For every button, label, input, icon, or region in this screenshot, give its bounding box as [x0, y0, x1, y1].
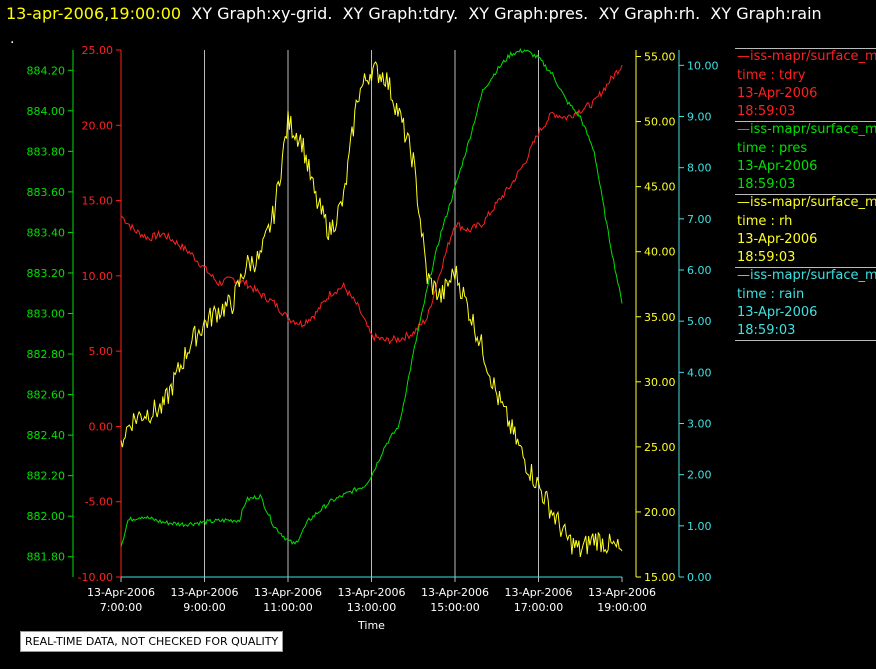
- y-tick-label-pres: 882.80: [27, 348, 66, 361]
- y-tick-label-rain: 5.00: [687, 315, 712, 328]
- legend-date: 13-Apr-2006: [737, 305, 818, 320]
- y-tick-label-tdry: 20.00: [82, 119, 114, 132]
- series-line-rh: [120, 61, 623, 558]
- y-tick-label-rh: 25.00: [644, 441, 676, 454]
- y-tick-label-rain: 7.00: [687, 213, 712, 226]
- y-tick-label-tdry: -10.00: [78, 571, 113, 584]
- legend-field: time : pres: [737, 141, 808, 156]
- legend-name: —iss-mapr/surface_m: [737, 195, 876, 210]
- y-tick-label-pres: 882.40: [27, 429, 66, 442]
- header-title-0: XY Graph:xy-grid.: [181, 4, 333, 23]
- legend-time: 18:59:03: [737, 250, 796, 265]
- x-tick-label-date: 13-Apr-2006: [421, 586, 489, 599]
- x-tick-label-time: 9:00:00: [183, 601, 225, 614]
- legend-date: 13-Apr-2006: [737, 159, 818, 174]
- y-tick-label-tdry: 0.00: [89, 420, 114, 433]
- y-tick-label-pres: 883.40: [27, 226, 66, 239]
- x-tick-label-date: 13-Apr-2006: [87, 586, 155, 599]
- series-line-pres: [120, 48, 623, 547]
- legend-date: 13-Apr-2006: [737, 86, 818, 101]
- y-tick-label-tdry: 15.00: [82, 195, 114, 208]
- y-tick-label-tdry: -5.00: [85, 496, 113, 509]
- legend-field: time : tdry: [737, 68, 806, 83]
- y-tick-label-rain: 8.00: [687, 162, 712, 175]
- y-tick-label-rh: 30.00: [644, 376, 676, 389]
- legend-end-line: [735, 340, 876, 341]
- legend-time: 18:59:03: [737, 177, 796, 192]
- quality-notice: REAL-TIME DATA, NOT CHECKED FOR QUALITY: [20, 631, 284, 652]
- x-tick-label-time: 17:00:00: [514, 601, 563, 614]
- x-tick-label-date: 13-Apr-2006: [588, 586, 656, 599]
- header-title-3: XY Graph:rh.: [588, 4, 701, 23]
- y-tick-label-rh: 15.00: [644, 571, 676, 584]
- y-tick-label-pres: 883.60: [27, 186, 66, 199]
- x-tick-label-time: 19:00:00: [597, 601, 646, 614]
- legend-time: 18:59:03: [737, 104, 796, 119]
- legend-field: time : rain: [737, 287, 805, 302]
- y-tick-label-pres: 883.20: [27, 267, 66, 280]
- legend: —iss-mapr/surface_m time : tdry 13-Apr-200…: [735, 48, 876, 341]
- y-tick-label-pres: 882.00: [27, 510, 66, 523]
- y-tick-label-rh: 55.00: [644, 51, 676, 64]
- x-tick-label-time: 15:00:00: [430, 601, 479, 614]
- y-tick-label-rain: 9.00: [687, 111, 712, 124]
- y-tick-label-rain: 10.00: [687, 59, 719, 72]
- y-tick-label-rain: 0.00: [687, 571, 712, 584]
- y-tick-label-pres: 881.80: [27, 551, 66, 564]
- x-tick-label-date: 13-Apr-2006: [254, 586, 322, 599]
- header-title-4: XY Graph:rain: [700, 4, 822, 23]
- y-tick-label-rain: 4.00: [687, 366, 712, 379]
- corner-dot: .: [10, 31, 15, 47]
- y-tick-label-rh: 40.00: [644, 246, 676, 259]
- y-tick-label-tdry: 5.00: [89, 345, 114, 358]
- x-tick-label-time: 13:00:00: [347, 601, 396, 614]
- header-titles: XY Graph:xy-grid. XY Graph:tdry. XY Grap…: [181, 4, 822, 23]
- y-tick-label-rain: 3.00: [687, 418, 712, 431]
- legend-field: time : rh: [737, 214, 793, 229]
- x-tick-label-date: 13-Apr-2006: [504, 586, 572, 599]
- y-tick-label-pres: 882.60: [27, 389, 66, 402]
- x-tick-label-date: 13-Apr-2006: [337, 586, 405, 599]
- y-tick-label-pres: 883.00: [27, 308, 66, 321]
- y-tick-label-rain: 6.00: [687, 264, 712, 277]
- header-title-2: XY Graph:pres.: [458, 4, 589, 23]
- y-tick-label-tdry: 10.00: [82, 270, 114, 283]
- x-tick-label-date: 13-Apr-2006: [170, 586, 238, 599]
- x-tick-label-time: 7:00:00: [100, 601, 142, 614]
- legend-name: —iss-mapr/surface_m: [737, 268, 876, 283]
- y-tick-label-rh: 35.00: [644, 311, 676, 324]
- header-timestamp: 13-apr-2006,19:00:00: [6, 4, 182, 23]
- y-tick-label-rh: 50.00: [644, 116, 676, 129]
- y-tick-label-rh: 45.00: [644, 181, 676, 194]
- y-tick-label-rain: 2.00: [687, 469, 712, 482]
- series-line-tdry: [120, 64, 623, 345]
- y-tick-label-pres: 883.80: [27, 145, 66, 158]
- y-tick-label-rh: 20.00: [644, 506, 676, 519]
- legend-name: —iss-mapr/surface_m: [737, 49, 876, 64]
- y-tick-label-pres: 882.20: [27, 470, 66, 483]
- graph-header: 13-apr-2006,19:00:00 XY Graph:xy-grid. X…: [6, 4, 822, 23]
- y-tick-label-pres: 884.20: [27, 64, 66, 77]
- x-axis-label: Time: [357, 619, 385, 632]
- header-title-1: XY Graph:tdry.: [332, 4, 459, 23]
- legend-date: 13-Apr-2006: [737, 232, 818, 247]
- y-tick-label-pres: 884.00: [27, 105, 66, 118]
- y-tick-label-tdry: 25.00: [82, 44, 114, 57]
- x-tick-label-time: 11:00:00: [263, 601, 312, 614]
- y-tick-label-rain: 1.00: [687, 520, 712, 533]
- legend-name: —iss-mapr/surface_m: [737, 122, 876, 137]
- legend-time: 18:59:03: [737, 323, 796, 338]
